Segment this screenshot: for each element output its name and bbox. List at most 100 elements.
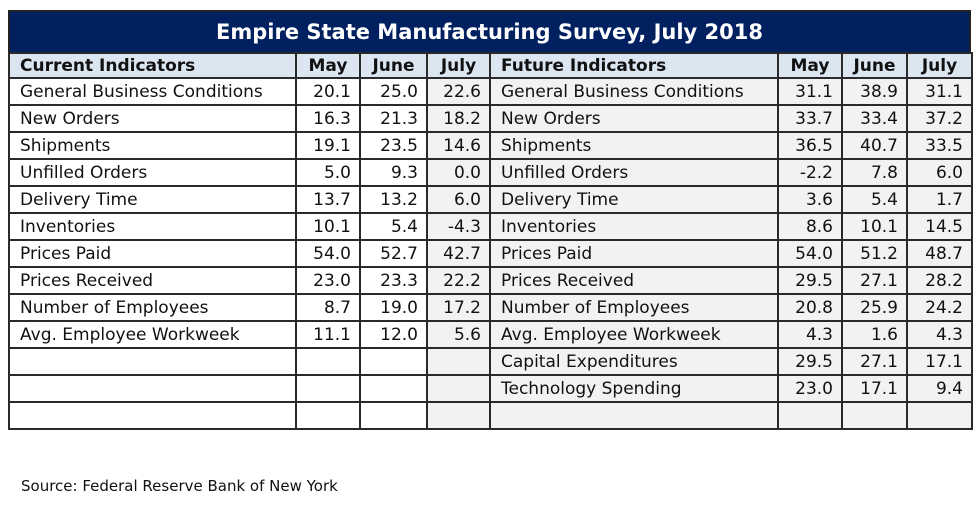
- current-may-value: 19.1: [295, 131, 361, 160]
- current-indicators-header: Current Indicators: [8, 52, 297, 79]
- current-may-value: [295, 401, 361, 430]
- future-indicator-label: Number of Employees: [489, 293, 779, 322]
- current-june-value: [359, 374, 428, 403]
- future-june-value: 38.9: [841, 77, 908, 106]
- current-july-header: July: [426, 52, 491, 79]
- current-may-value: 10.1: [295, 212, 361, 241]
- current-may-value: 20.1: [295, 77, 361, 106]
- future-indicator-label: Inventories: [489, 212, 779, 241]
- current-indicator-label: [8, 374, 297, 403]
- survey-table: Current Indicators May June July Future …: [8, 52, 973, 430]
- future-may-value: 4.3: [777, 320, 843, 349]
- future-july-value: 6.0: [906, 158, 973, 187]
- current-july-value: 6.0: [426, 185, 491, 214]
- future-may-value: 36.5: [777, 131, 843, 160]
- current-may-value: 16.3: [295, 104, 361, 133]
- future-may-value: [777, 401, 843, 430]
- current-may-value: 54.0: [295, 239, 361, 268]
- current-may-value: [295, 374, 361, 403]
- header-row: Current Indicators May June July Future …: [8, 52, 973, 79]
- future-july-value: 4.3: [906, 320, 973, 349]
- current-july-value: 0.0: [426, 158, 491, 187]
- current-indicator-label: Prices Paid: [8, 239, 297, 268]
- table-row: Avg. Employee Workweek 11.1 12.0 5.6 Avg. Em…: [8, 320, 973, 349]
- current-june-value: 5.4: [359, 212, 428, 241]
- current-june-value: 23.5: [359, 131, 428, 160]
- source-note: Source: Federal Reserve Bank of New York: [21, 477, 338, 495]
- future-june-value: 5.4: [841, 185, 908, 214]
- future-june-value: [841, 401, 908, 430]
- table-row: New Orders 16.3 21.3 18.2 New Orders 33.7 33.4…: [8, 104, 973, 133]
- future-june-value: 7.8: [841, 158, 908, 187]
- future-indicators-header: Future Indicators: [489, 52, 779, 79]
- current-june-header: June: [359, 52, 428, 79]
- future-may-value: 29.5: [777, 347, 843, 376]
- current-may-value: 8.7: [295, 293, 361, 322]
- current-july-value: 17.2: [426, 293, 491, 322]
- future-may-value: 29.5: [777, 266, 843, 295]
- current-indicator-label: Number of Employees: [8, 293, 297, 322]
- future-july-value: 48.7: [906, 239, 973, 268]
- current-june-value: [359, 347, 428, 376]
- current-july-value: 42.7: [426, 239, 491, 268]
- current-june-value: [359, 401, 428, 430]
- future-may-value: 31.1: [777, 77, 843, 106]
- table-title: Empire State Manufacturing Survey, July …: [8, 10, 971, 52]
- future-indicator-label: Capital Expenditures: [489, 347, 779, 376]
- current-may-value: 23.0: [295, 266, 361, 295]
- current-indicator-label: General Business Conditions: [8, 77, 297, 106]
- future-july-value: 17.1: [906, 347, 973, 376]
- current-july-value: [426, 347, 491, 376]
- future-may-value: 8.6: [777, 212, 843, 241]
- current-indicator-label: Inventories: [8, 212, 297, 241]
- current-july-value: 14.6: [426, 131, 491, 160]
- future-indicator-label: Unfilled Orders: [489, 158, 779, 187]
- future-may-value: 23.0: [777, 374, 843, 403]
- table-row: Prices Paid 54.0 52.7 42.7 Prices Paid 54.0 51…: [8, 239, 973, 268]
- survey-table-container: Empire State Manufacturing Survey, July …: [8, 10, 973, 430]
- future-july-value: 24.2: [906, 293, 973, 322]
- current-july-value: [426, 401, 491, 430]
- table-row: Delivery Time 13.7 13.2 6.0 Delivery Time 3.6…: [8, 185, 973, 214]
- current-indicator-label: Unfilled Orders: [8, 158, 297, 187]
- future-indicator-label: Avg. Employee Workweek: [489, 320, 779, 349]
- future-june-value: 25.9: [841, 293, 908, 322]
- future-indicator-label: Technology Spending: [489, 374, 779, 403]
- current-may-value: 13.7: [295, 185, 361, 214]
- future-indicator-label: Delivery Time: [489, 185, 779, 214]
- current-july-value: 22.2: [426, 266, 491, 295]
- future-may-value: -2.2: [777, 158, 843, 187]
- future-may-value: 54.0: [777, 239, 843, 268]
- table-row: Prices Received 23.0 23.3 22.2 Prices Receiv…: [8, 266, 973, 295]
- current-june-value: 12.0: [359, 320, 428, 349]
- future-june-value: 33.4: [841, 104, 908, 133]
- future-july-value: 31.1: [906, 77, 973, 106]
- future-june-value: 1.6: [841, 320, 908, 349]
- future-indicator-label: General Business Conditions: [489, 77, 779, 106]
- future-july-value: [906, 401, 973, 430]
- table-row: [8, 401, 973, 430]
- current-june-value: 13.2: [359, 185, 428, 214]
- future-may-value: 20.8: [777, 293, 843, 322]
- current-july-value: [426, 374, 491, 403]
- table-row: Inventories 10.1 5.4 -4.3 Inventories 8.6 10.1…: [8, 212, 973, 241]
- future-june-value: 51.2: [841, 239, 908, 268]
- table-row: Technology Spending 23.0 17.1 9.4: [8, 374, 973, 403]
- future-indicator-label: [489, 401, 779, 430]
- current-june-value: 21.3: [359, 104, 428, 133]
- future-indicator-label: Shipments: [489, 131, 779, 160]
- table-row: General Business Conditions 20.1 25.0 22.6 G…: [8, 77, 973, 106]
- current-indicator-label: [8, 347, 297, 376]
- table-row: Number of Employees 8.7 19.0 17.2 Number of …: [8, 293, 973, 322]
- table-row: Shipments 19.1 23.5 14.6 Shipments 36.5 40.7 33…: [8, 131, 973, 160]
- current-may-value: 11.1: [295, 320, 361, 349]
- current-indicator-label: [8, 401, 297, 430]
- future-july-value: 28.2: [906, 266, 973, 295]
- future-june-value: 10.1: [841, 212, 908, 241]
- future-july-value: 37.2: [906, 104, 973, 133]
- current-indicator-label: New Orders: [8, 104, 297, 133]
- current-may-value: 5.0: [295, 158, 361, 187]
- future-indicator-label: Prices Paid: [489, 239, 779, 268]
- current-indicator-label: Prices Received: [8, 266, 297, 295]
- current-july-value: 18.2: [426, 104, 491, 133]
